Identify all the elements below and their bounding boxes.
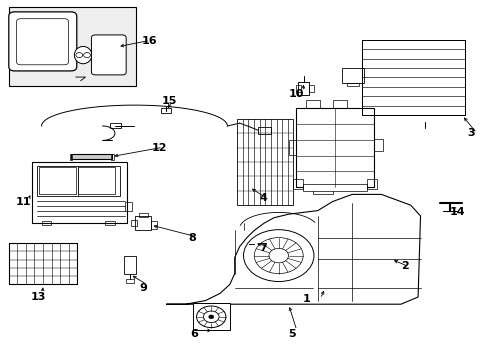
Bar	[161, 108, 171, 113]
Text: 16: 16	[142, 36, 157, 46]
Bar	[71, 154, 112, 159]
Text: 15: 15	[161, 96, 176, 106]
Text: 9: 9	[139, 283, 147, 293]
Bar	[373, 139, 382, 151]
Bar	[253, 241, 258, 246]
Bar	[237, 119, 293, 205]
Bar	[32, 162, 127, 223]
Bar	[366, 179, 376, 189]
Bar	[192, 303, 229, 330]
Bar	[139, 213, 147, 217]
Text: 11: 11	[16, 197, 31, 207]
Bar	[150, 221, 157, 229]
FancyBboxPatch shape	[9, 12, 77, 71]
Bar	[124, 256, 136, 274]
Bar	[298, 82, 308, 95]
Text: 6: 6	[190, 329, 198, 339]
Bar	[78, 167, 115, 194]
Bar	[256, 238, 270, 248]
Text: 7: 7	[259, 243, 266, 253]
Bar	[124, 202, 131, 211]
Bar	[361, 40, 464, 115]
Circle shape	[208, 315, 213, 319]
Bar	[125, 279, 134, 283]
Bar	[332, 100, 346, 108]
Bar	[130, 220, 137, 226]
Text: 2: 2	[400, 261, 408, 271]
Bar	[41, 221, 51, 225]
Bar	[303, 184, 366, 191]
Bar	[135, 216, 151, 230]
Bar	[9, 243, 77, 284]
Bar	[295, 85, 300, 92]
Bar	[258, 127, 270, 134]
Text: 4: 4	[259, 193, 266, 203]
Bar	[111, 154, 114, 160]
Text: 10: 10	[288, 89, 303, 99]
Text: 14: 14	[449, 207, 465, 217]
Text: 8: 8	[188, 233, 196, 243]
Bar	[293, 179, 303, 189]
Bar	[9, 243, 77, 284]
Bar	[110, 123, 121, 128]
Bar	[288, 140, 296, 155]
Ellipse shape	[74, 46, 92, 64]
Bar	[298, 82, 308, 95]
Bar	[342, 68, 364, 83]
Bar	[308, 85, 313, 92]
Text: 5: 5	[288, 329, 296, 339]
FancyBboxPatch shape	[91, 35, 126, 75]
Bar	[105, 221, 115, 225]
Bar	[37, 166, 120, 196]
Bar	[9, 7, 136, 86]
Bar	[305, 100, 320, 108]
Bar	[312, 186, 332, 194]
Text: 13: 13	[30, 292, 45, 302]
Text: 12: 12	[151, 143, 167, 153]
Text: 3: 3	[466, 128, 474, 138]
Polygon shape	[166, 194, 420, 304]
Bar	[295, 108, 373, 187]
Bar	[39, 167, 76, 194]
Bar	[346, 83, 359, 86]
Bar	[70, 154, 72, 160]
Text: 1: 1	[303, 294, 310, 304]
